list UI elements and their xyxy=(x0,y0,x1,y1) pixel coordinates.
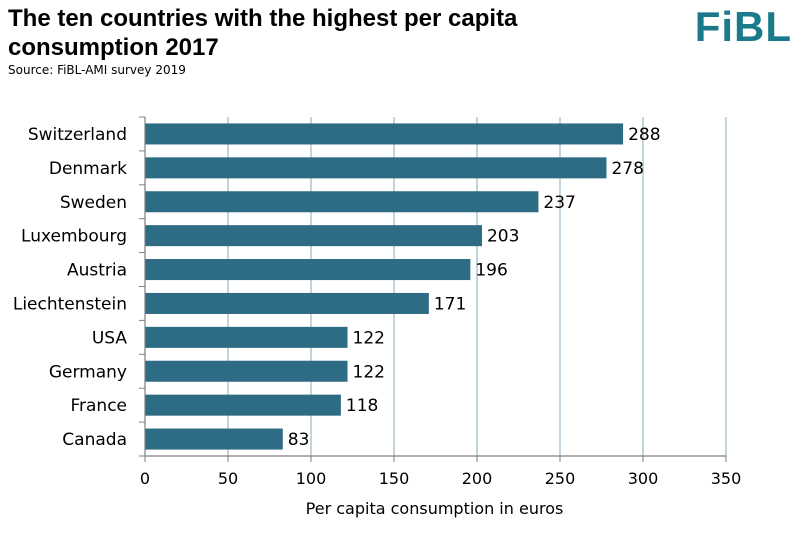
x-tick-label-0: 0 xyxy=(140,469,150,488)
fibl-logo: FiBL xyxy=(694,3,792,50)
value-label-9: 83 xyxy=(288,430,310,450)
value-label-1: 278 xyxy=(611,159,643,179)
category-label-4: Austria xyxy=(67,261,127,281)
bar-3 xyxy=(145,225,482,247)
category-label-5: Liechtenstein xyxy=(13,294,127,314)
value-label-3: 203 xyxy=(487,227,519,247)
chart-source: Source: FiBL-AMI survey 2019 xyxy=(8,63,186,77)
bar-7 xyxy=(145,360,348,382)
value-label-7: 122 xyxy=(353,362,385,382)
value-label-2: 237 xyxy=(543,193,575,213)
category-label-3: Luxembourg xyxy=(21,227,127,247)
category-label-0: Switzerland xyxy=(28,125,127,145)
bar-8 xyxy=(145,394,341,416)
x-tick-label-3: 150 xyxy=(379,469,410,488)
value-label-4: 196 xyxy=(475,261,507,281)
bar-6 xyxy=(145,326,348,348)
x-tick-label-5: 250 xyxy=(545,469,576,488)
bar-9 xyxy=(145,428,283,450)
value-label-5: 171 xyxy=(434,294,466,314)
category-label-1: Denmark xyxy=(49,159,127,179)
x-tick-label-1: 50 xyxy=(218,469,238,488)
category-label-7: Germany xyxy=(49,362,127,382)
chart-title: The ten countries with the highest per c… xyxy=(8,5,518,61)
value-label-0: 288 xyxy=(628,125,660,145)
bar-5 xyxy=(145,292,429,314)
bar-4 xyxy=(145,259,471,281)
value-label-8: 118 xyxy=(346,396,378,416)
category-label-8: France xyxy=(70,396,127,416)
category-label-2: Sweden xyxy=(60,193,127,213)
bar-2 xyxy=(145,191,539,213)
x-tick-label-7: 350 xyxy=(711,469,742,488)
bar-1 xyxy=(145,157,607,179)
bar-0 xyxy=(145,123,624,145)
x-axis-label: Per capita consumption in euros xyxy=(306,499,564,518)
value-label-6: 122 xyxy=(353,328,385,348)
category-label-6: USA xyxy=(92,328,128,348)
category-label-9: Canada xyxy=(62,430,127,450)
x-tick-label-4: 200 xyxy=(462,469,493,488)
x-tick-label-2: 100 xyxy=(296,469,327,488)
x-tick-label-6: 300 xyxy=(628,469,659,488)
